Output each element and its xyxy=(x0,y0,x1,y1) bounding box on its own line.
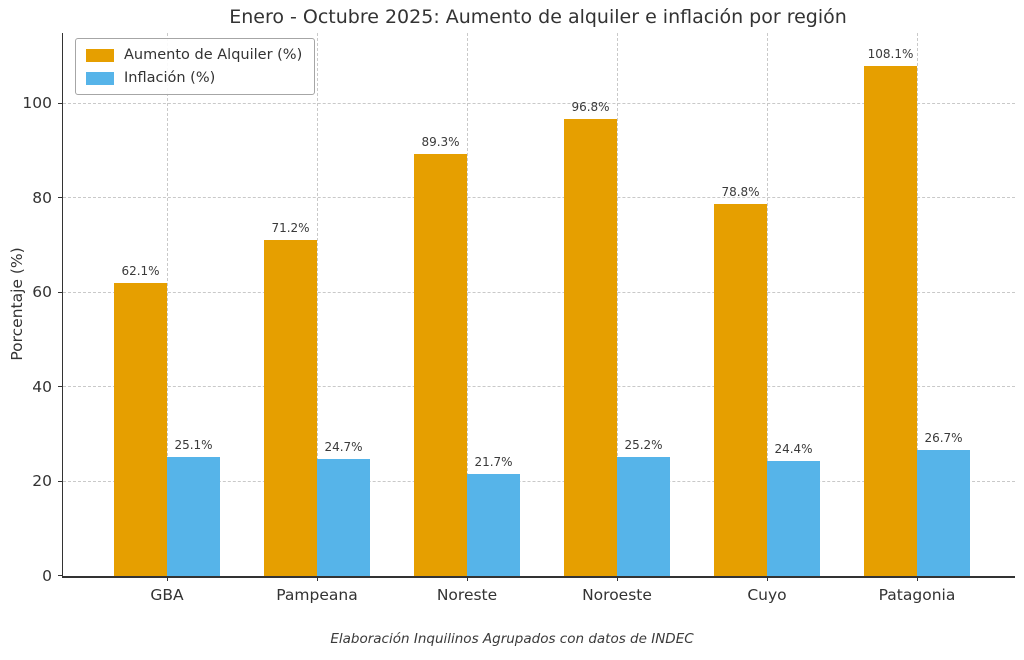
bar-value-label: 71.2% xyxy=(271,220,310,235)
bar-noroeste-series-0 xyxy=(564,118,617,576)
x-gridline xyxy=(467,33,468,576)
bar-noroeste-series-1 xyxy=(617,457,670,576)
x-tick-label-pampeana: Pampeana xyxy=(276,586,358,604)
y-tick xyxy=(58,102,63,104)
bar-cuyo-series-1 xyxy=(767,460,820,576)
legend-item-1: Inflación (%) xyxy=(86,70,302,86)
y-tick-label: 0 xyxy=(42,566,52,585)
legend: Aumento de Alquiler (%) Inflación (%) xyxy=(75,38,316,95)
y-tick-label: 100 xyxy=(22,94,52,113)
legend-item-0: Aumento de Alquiler (%) xyxy=(86,47,302,63)
bar-value-label: 25.2% xyxy=(624,438,663,453)
bar-patagonia-series-0 xyxy=(864,65,917,576)
bar-value-label: 21.7% xyxy=(474,454,513,469)
x-tick xyxy=(167,576,168,581)
bar-gba-series-1 xyxy=(167,457,220,576)
x-tick-label-cuyo: Cuyo xyxy=(747,586,787,604)
bar-patagonia-series-1 xyxy=(917,449,970,576)
legend-swatch xyxy=(86,71,114,85)
bar-value-label: 26.7% xyxy=(924,430,963,445)
bar-value-label: 25.1% xyxy=(174,438,213,453)
bar-cuyo-series-0 xyxy=(714,203,767,576)
x-tick xyxy=(917,576,918,581)
y-gridline xyxy=(63,480,1015,482)
x-gridline xyxy=(167,33,168,576)
x-tick-label-noreste: Noreste xyxy=(436,586,498,604)
chart-title: Enero - Octubre 2025: Aumento de alquile… xyxy=(229,6,847,28)
bar-pampeana-series-0 xyxy=(264,239,317,576)
bar-noreste-series-1 xyxy=(467,473,520,576)
bar-value-label: 96.8% xyxy=(571,99,610,114)
x-tick xyxy=(317,576,318,581)
y-tick-label: 80 xyxy=(32,188,52,207)
y-tick-label: 40 xyxy=(32,377,52,396)
legend-label: Inflación (%) xyxy=(124,70,216,86)
y-tick-label: 60 xyxy=(32,282,52,301)
y-tick xyxy=(58,575,63,576)
bar-gba-series-0 xyxy=(114,282,167,576)
bar-value-label: 108.1% xyxy=(867,46,914,61)
x-gridline xyxy=(917,33,918,576)
legend-swatch xyxy=(86,48,114,62)
y-tick xyxy=(58,386,63,388)
x-tick-label-gba: GBA xyxy=(150,586,184,604)
x-gridline xyxy=(767,33,768,576)
x-tick xyxy=(617,576,618,581)
x-tick-label-noroeste: Noroeste xyxy=(582,586,652,604)
x-gridline xyxy=(617,33,618,576)
y-gridline xyxy=(63,102,1015,104)
bar-noreste-series-0 xyxy=(414,154,467,576)
bar-value-label: 78.8% xyxy=(721,184,760,199)
x-tick-label-patagonia: Patagonia xyxy=(878,586,956,604)
legend-label: Aumento de Alquiler (%) xyxy=(124,47,303,63)
x-tick xyxy=(467,576,468,581)
y-tick xyxy=(58,291,63,293)
bar-value-label: 62.1% xyxy=(121,263,160,278)
y-tick xyxy=(58,480,63,482)
bar-value-label: 89.3% xyxy=(421,135,460,150)
y-tick xyxy=(58,197,63,199)
plot-area: Aumento de Alquiler (%) Inflación (%) 0 20… xyxy=(22,33,1015,604)
bar-pampeana-series-1 xyxy=(317,459,370,576)
y-gridline xyxy=(63,291,1015,293)
bar-value-label: 24.7% xyxy=(324,440,363,455)
y-axis-label: Porcentaje (%) xyxy=(8,247,26,361)
y-gridline xyxy=(63,386,1015,388)
y-tick-label: 20 xyxy=(32,471,52,490)
source-note: Elaboración Inquilinos Agrupados con dat… xyxy=(330,631,694,647)
bar-value-label: 24.4% xyxy=(774,441,813,456)
y-gridline xyxy=(63,197,1015,199)
x-gridline xyxy=(317,33,318,576)
x-tick xyxy=(767,576,768,581)
